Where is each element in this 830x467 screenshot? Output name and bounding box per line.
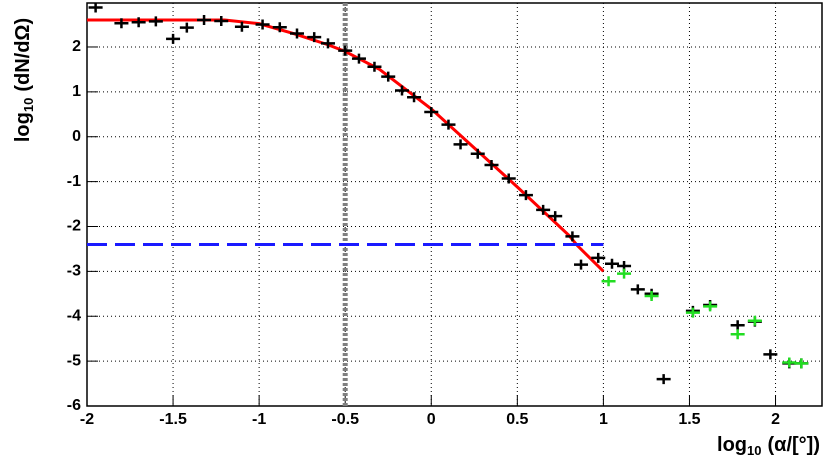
data-point	[536, 204, 551, 215]
data-point	[470, 148, 485, 159]
data-point	[617, 268, 632, 279]
x-tick-label: -1	[252, 411, 266, 428]
data-point	[131, 17, 146, 28]
data-point	[703, 301, 718, 312]
x-tick-label: 0	[427, 411, 436, 428]
data-point	[591, 252, 606, 263]
data-point	[367, 61, 382, 72]
data-point	[453, 139, 468, 150]
data-point	[320, 38, 335, 49]
data-point	[351, 53, 366, 64]
x-label-sub: 10	[747, 443, 761, 458]
y-tick-label: -4	[67, 307, 81, 324]
y-label-rest: (dN/dΩ)	[12, 18, 34, 92]
data-point	[565, 231, 580, 242]
data-point	[234, 21, 249, 32]
data-point	[148, 16, 163, 27]
y-tick-label: -5	[67, 352, 81, 369]
data-point	[548, 211, 563, 222]
y-label-sub: 10	[21, 98, 36, 112]
data-point	[501, 173, 516, 184]
data-point	[290, 28, 304, 39]
y-label-log: log	[12, 112, 34, 142]
data-point	[197, 15, 212, 26]
data-point	[114, 18, 129, 29]
data-point	[441, 119, 456, 130]
data-point	[381, 71, 396, 82]
data-point	[747, 315, 762, 326]
data-point	[685, 307, 700, 318]
data-point	[782, 357, 797, 368]
data-point	[214, 15, 229, 26]
data-point	[338, 45, 353, 56]
data-point	[255, 19, 270, 30]
x-tick-label: 1.5	[678, 411, 700, 428]
y-tick-label: 0	[72, 128, 81, 145]
x-tick-label: 0.5	[506, 411, 528, 428]
x-label-rest: (α/[°])	[768, 434, 821, 456]
data-point	[484, 160, 499, 171]
data-point	[518, 190, 533, 201]
data-point	[730, 329, 745, 340]
y-axis-label: log10 (dN/dΩ)	[12, 18, 36, 142]
x-tick-label: 2	[771, 411, 780, 428]
data-point	[424, 107, 439, 118]
data-point	[644, 291, 659, 302]
data-point	[794, 358, 809, 369]
data-point	[605, 258, 619, 269]
y-tick-label: -2	[67, 218, 81, 235]
data-point	[272, 22, 287, 33]
x-tick-label: -0.5	[331, 411, 359, 428]
x-axis-label: log10 (α/[°])	[717, 434, 820, 458]
data-point	[601, 276, 616, 287]
data-point	[307, 32, 322, 43]
x-label-log: log	[717, 434, 747, 456]
plot-frame	[86, 2, 823, 407]
data-point	[630, 284, 645, 295]
data-point	[407, 92, 422, 103]
y-tick-label: 1	[72, 83, 81, 100]
x-tick-label: -1.5	[159, 411, 187, 428]
data-point	[574, 259, 589, 270]
y-tick-label: -3	[67, 263, 81, 280]
data-point	[88, 2, 103, 13]
data-point	[179, 22, 194, 33]
y-tick-label: 2	[72, 38, 81, 55]
x-tick-label: -2	[80, 411, 94, 428]
data-point	[656, 374, 671, 385]
y-tick-label: -6	[67, 397, 81, 414]
data-point	[763, 349, 778, 360]
data-point	[166, 33, 181, 44]
data-point	[395, 85, 409, 96]
y-tick-label: -1	[67, 173, 81, 190]
x-tick-label: 1	[599, 411, 608, 428]
data-point	[730, 320, 745, 331]
